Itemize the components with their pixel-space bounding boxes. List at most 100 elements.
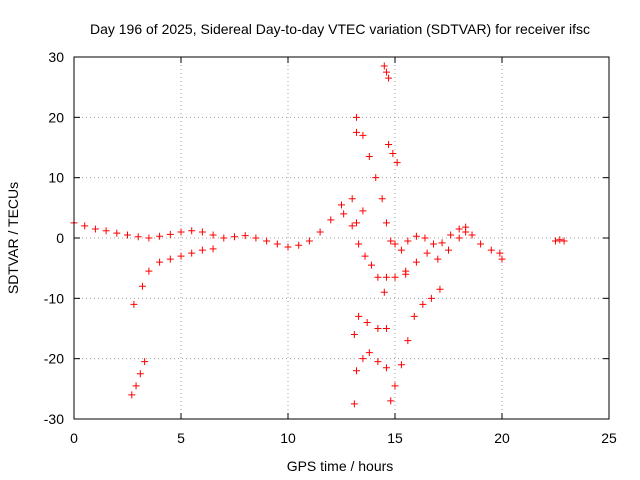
x-axis-label: GPS time / hours: [287, 458, 394, 474]
data-point: [355, 312, 363, 320]
data-point: [91, 225, 99, 233]
data-point: [430, 240, 438, 248]
data-point: [462, 228, 470, 236]
data-point: [391, 240, 399, 248]
data-point: [419, 300, 427, 308]
data-point: [145, 267, 153, 275]
data-point: [348, 222, 356, 230]
data-point: [130, 300, 138, 308]
data-point: [382, 273, 390, 281]
data-point: [385, 74, 393, 82]
data-point: [350, 331, 358, 339]
series-5: [380, 62, 393, 82]
data-point: [348, 195, 356, 203]
x-tick-label: 10: [280, 430, 296, 446]
data-point: [156, 232, 164, 240]
x-tick-label: 5: [177, 430, 185, 446]
data-point: [295, 241, 303, 249]
y-tick-label: 30: [48, 49, 64, 65]
data-point: [382, 219, 390, 227]
series-3: [352, 113, 504, 257]
data-point: [231, 233, 238, 241]
data-point: [393, 159, 401, 167]
data-point: [166, 230, 174, 238]
series-7: [382, 228, 470, 281]
data-point: [404, 237, 412, 245]
data-point: [427, 294, 435, 302]
data-point: [412, 232, 420, 240]
data-point: [410, 312, 418, 320]
data-point: [382, 68, 390, 76]
data-point: [378, 195, 386, 203]
data-point: [340, 210, 348, 218]
data-point: [438, 239, 446, 247]
data-points: [70, 62, 568, 408]
data-point: [241, 232, 249, 240]
data-point: [166, 255, 174, 263]
y-tick-label: -10: [44, 290, 64, 306]
data-point: [391, 382, 399, 390]
data-point: [423, 249, 431, 257]
data-point: [365, 349, 373, 357]
data-point: [252, 234, 260, 242]
data-point: [138, 282, 146, 290]
data-point: [136, 370, 144, 378]
data-point: [361, 252, 369, 260]
data-point: [359, 355, 367, 363]
x-tick-label: 25: [601, 430, 617, 446]
series-10: [387, 285, 444, 405]
data-point: [113, 229, 121, 237]
data-point: [468, 231, 476, 239]
data-point: [365, 153, 373, 161]
data-point: [445, 246, 452, 254]
series-8: [355, 312, 390, 332]
series-1: [130, 245, 217, 308]
data-point: [198, 228, 206, 236]
data-point: [177, 228, 185, 236]
data-point: [387, 237, 395, 245]
plot-frame: [73, 56, 610, 420]
data-point: [177, 252, 185, 260]
data-point: [188, 227, 196, 235]
data-point: [305, 237, 313, 245]
data-point: [352, 128, 360, 136]
data-point: [382, 364, 390, 372]
data-point: [350, 400, 358, 408]
data-point: [436, 285, 444, 293]
data-point: [382, 325, 390, 332]
data-point: [359, 207, 367, 215]
data-point: [412, 258, 420, 266]
data-point: [145, 234, 153, 242]
data-point: [556, 236, 564, 244]
data-point: [389, 150, 397, 158]
data-point: [141, 358, 149, 366]
data-point: [102, 227, 110, 235]
series-2: [128, 358, 149, 399]
x-tick-label: 0: [70, 430, 78, 446]
data-point: [496, 249, 504, 257]
data-point: [487, 246, 495, 254]
data-point: [372, 174, 380, 182]
data-point: [397, 361, 405, 369]
data-point: [134, 233, 142, 241]
series-12: [350, 128, 506, 408]
data-point: [552, 237, 559, 245]
data-point: [198, 246, 206, 254]
data-point: [352, 113, 360, 121]
y-tick-label: 10: [48, 170, 64, 186]
data-point: [391, 273, 399, 281]
data-point: [188, 249, 196, 257]
data-point: [359, 131, 367, 139]
data-point: [284, 243, 292, 251]
tick-labels: 0 5 10 15 20 25 -30 -20 -10 0 10 20 30: [44, 49, 617, 446]
data-point: [402, 270, 410, 278]
data-point: [352, 219, 360, 227]
y-axis-label: SDTVAR / TECUs: [5, 182, 21, 294]
y-tick-label: -20: [44, 351, 64, 367]
data-point: [498, 255, 506, 263]
data-point: [367, 261, 375, 269]
data-point: [220, 234, 228, 242]
grid-lines: [74, 57, 609, 419]
y-tick-label: 0: [56, 230, 64, 246]
data-point: [316, 228, 324, 236]
